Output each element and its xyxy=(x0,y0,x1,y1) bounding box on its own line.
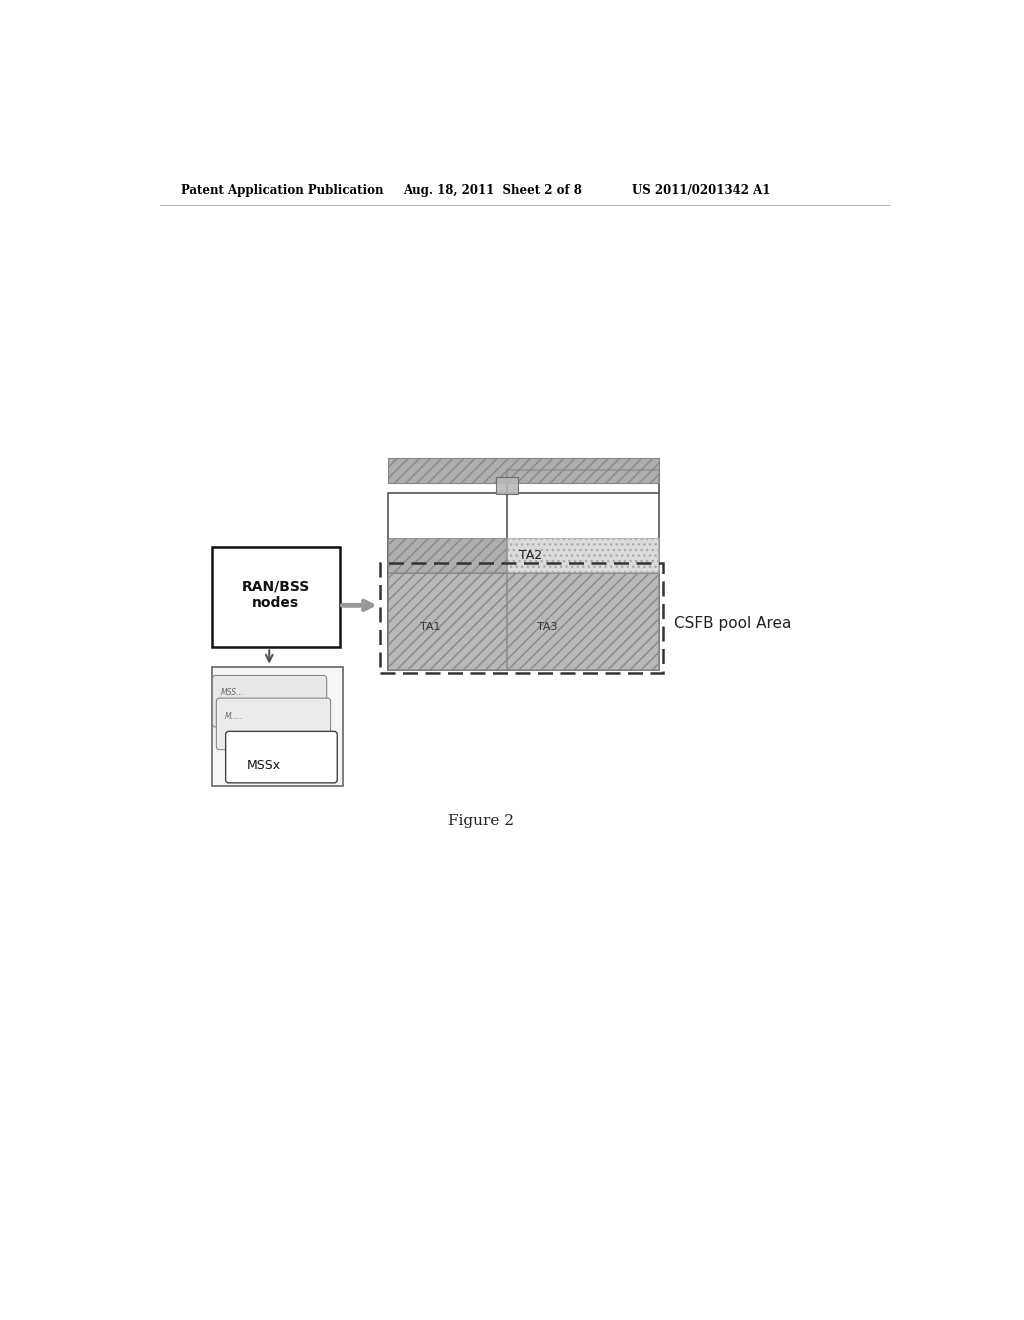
Text: Patent Application Publication: Patent Application Publication xyxy=(180,185,383,197)
Text: RAN/BSS
nodes: RAN/BSS nodes xyxy=(242,579,310,610)
Bar xyxy=(388,458,658,483)
Text: US 2011/0201342 A1: US 2011/0201342 A1 xyxy=(632,185,770,197)
Text: TA1: TA1 xyxy=(420,622,440,631)
Bar xyxy=(388,537,507,573)
Bar xyxy=(380,564,663,673)
Text: M.....: M..... xyxy=(225,713,244,721)
FancyBboxPatch shape xyxy=(225,731,337,783)
Text: MSS...: MSS... xyxy=(221,688,245,697)
Text: TA2: TA2 xyxy=(518,549,542,562)
Text: CSFB pool Area: CSFB pool Area xyxy=(675,616,792,631)
Bar xyxy=(507,537,658,573)
Bar xyxy=(212,548,340,647)
Text: TA3: TA3 xyxy=(537,622,557,631)
Text: .............: ............. xyxy=(219,673,243,677)
Bar xyxy=(496,478,518,495)
Bar xyxy=(388,573,658,671)
Bar xyxy=(388,458,658,483)
Bar xyxy=(388,494,658,671)
Bar xyxy=(388,537,507,573)
Bar xyxy=(507,537,658,573)
FancyBboxPatch shape xyxy=(216,698,331,750)
FancyBboxPatch shape xyxy=(212,676,327,727)
Text: Figure 2: Figure 2 xyxy=(447,813,514,828)
Text: MSSx: MSSx xyxy=(247,759,281,772)
Bar xyxy=(212,667,343,785)
Text: Aug. 18, 2011  Sheet 2 of 8: Aug. 18, 2011 Sheet 2 of 8 xyxy=(403,185,582,197)
Bar xyxy=(388,573,658,671)
